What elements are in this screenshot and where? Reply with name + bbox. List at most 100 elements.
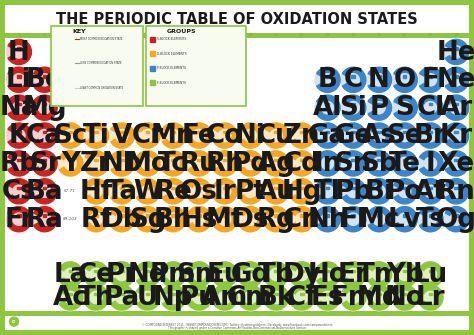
Circle shape xyxy=(160,284,186,311)
Circle shape xyxy=(315,67,340,92)
Wedge shape xyxy=(188,123,211,148)
Text: Nb: Nb xyxy=(101,151,142,177)
Text: Lv: Lv xyxy=(388,207,421,233)
Bar xyxy=(455,103,458,106)
Text: Rn: Rn xyxy=(437,179,474,205)
Circle shape xyxy=(417,122,444,149)
Circle shape xyxy=(444,95,469,120)
Circle shape xyxy=(289,285,314,310)
Text: In: In xyxy=(313,151,342,177)
Bar xyxy=(428,131,432,133)
Text: 1: 1 xyxy=(18,33,20,37)
Bar xyxy=(17,214,20,217)
Wedge shape xyxy=(291,123,314,148)
Circle shape xyxy=(237,150,264,177)
Circle shape xyxy=(366,206,392,232)
Circle shape xyxy=(366,179,392,204)
Circle shape xyxy=(58,123,83,148)
Bar xyxy=(274,270,278,272)
Text: 10: 10 xyxy=(247,33,253,37)
Bar xyxy=(172,293,175,295)
Wedge shape xyxy=(111,151,134,176)
Text: 2: 2 xyxy=(43,33,46,37)
Bar xyxy=(352,103,355,106)
Circle shape xyxy=(6,178,32,204)
Wedge shape xyxy=(445,151,469,176)
Bar xyxy=(197,131,201,133)
Circle shape xyxy=(211,206,238,232)
Circle shape xyxy=(366,178,392,204)
Circle shape xyxy=(418,151,443,176)
Wedge shape xyxy=(137,179,160,204)
Text: Rb: Rb xyxy=(0,151,38,177)
Circle shape xyxy=(340,261,366,288)
Bar xyxy=(223,159,227,161)
Bar xyxy=(326,293,329,295)
Wedge shape xyxy=(291,179,314,204)
Wedge shape xyxy=(111,207,134,232)
Circle shape xyxy=(160,178,186,204)
Text: Pm: Pm xyxy=(150,262,196,288)
Wedge shape xyxy=(291,207,314,232)
Circle shape xyxy=(56,54,75,73)
Circle shape xyxy=(186,285,211,310)
Text: 7: 7 xyxy=(172,33,174,37)
Circle shape xyxy=(392,179,417,204)
Bar xyxy=(69,270,72,272)
Text: Hs: Hs xyxy=(180,207,218,233)
Text: 11: 11 xyxy=(273,33,279,37)
Circle shape xyxy=(315,179,340,204)
Bar xyxy=(428,159,432,161)
Text: Cl: Cl xyxy=(416,95,445,121)
Circle shape xyxy=(212,123,237,148)
Text: 4: 4 xyxy=(95,33,98,37)
Circle shape xyxy=(444,67,469,92)
Circle shape xyxy=(160,150,186,177)
Text: Rg: Rg xyxy=(256,207,295,233)
Wedge shape xyxy=(58,55,74,72)
Text: Se: Se xyxy=(386,123,423,149)
Circle shape xyxy=(444,207,469,232)
Circle shape xyxy=(109,261,135,288)
Text: 89-103: 89-103 xyxy=(63,217,78,221)
FancyBboxPatch shape xyxy=(146,26,246,106)
Circle shape xyxy=(31,206,58,232)
Circle shape xyxy=(366,95,392,120)
Bar xyxy=(352,75,355,78)
Text: Pt: Pt xyxy=(235,179,266,205)
Wedge shape xyxy=(317,207,340,232)
Bar xyxy=(248,131,252,133)
Bar xyxy=(377,187,381,189)
Text: Zr: Zr xyxy=(80,151,112,177)
Bar xyxy=(172,270,175,272)
Bar xyxy=(223,293,227,295)
Circle shape xyxy=(392,122,418,149)
Text: Cr: Cr xyxy=(131,123,164,149)
Circle shape xyxy=(263,122,289,149)
Circle shape xyxy=(109,179,134,204)
Text: Ar: Ar xyxy=(439,95,473,121)
Text: Th: Th xyxy=(78,285,114,311)
Text: Mt: Mt xyxy=(205,207,244,233)
Bar xyxy=(17,131,20,133)
FancyBboxPatch shape xyxy=(51,26,143,106)
Circle shape xyxy=(83,122,109,149)
Circle shape xyxy=(83,285,109,310)
Circle shape xyxy=(6,39,32,65)
Circle shape xyxy=(57,284,83,311)
Circle shape xyxy=(211,178,238,204)
Bar xyxy=(17,75,20,78)
Circle shape xyxy=(417,67,444,93)
Wedge shape xyxy=(85,285,109,310)
Text: Cd: Cd xyxy=(283,151,321,177)
Circle shape xyxy=(31,94,58,121)
Text: Sm: Sm xyxy=(176,262,222,288)
Text: H: H xyxy=(8,40,30,66)
Circle shape xyxy=(341,95,366,120)
Circle shape xyxy=(237,206,264,232)
Wedge shape xyxy=(214,207,237,232)
Bar xyxy=(300,131,303,133)
Text: S: S xyxy=(395,95,414,121)
Circle shape xyxy=(186,150,212,177)
Bar xyxy=(146,159,149,161)
